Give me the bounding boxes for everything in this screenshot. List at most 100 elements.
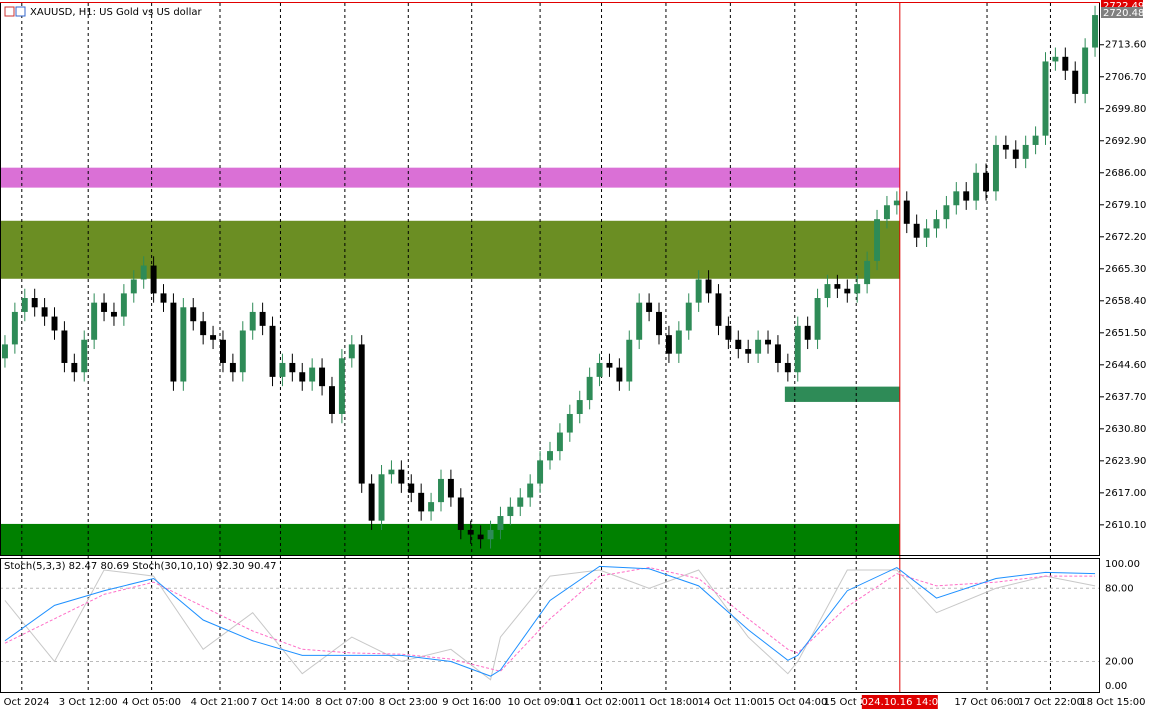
y-tick-label: 2665.30 <box>1105 264 1146 275</box>
candle-body <box>31 298 38 308</box>
candle-body <box>854 284 861 294</box>
candle-body <box>973 172 980 201</box>
candle-body <box>467 529 474 535</box>
x-tick-label: 14 Oct 11:00 <box>698 697 763 708</box>
candle-body <box>329 386 335 414</box>
candle-body <box>71 362 78 373</box>
candle-body <box>41 307 48 317</box>
stoch-title: Stoch(5,3,3) 82.47 80.69 Stoch(30,10,10)… <box>4 561 276 572</box>
chart-title: XAUUSD, H1: US Gold vs US dollar <box>30 7 202 18</box>
candle-body <box>1032 135 1039 145</box>
x-tick-label: 8 Oct 07:00 <box>315 697 374 708</box>
candle-body <box>180 307 187 382</box>
y-tick-label: 80.00 <box>1105 583 1134 594</box>
x-tick-label: 15 Oct 04:00 <box>762 697 827 708</box>
candle-body <box>378 474 385 521</box>
y-tick-label: 2617.00 <box>1105 488 1146 499</box>
candle-body <box>299 372 306 382</box>
candle-body <box>923 228 930 238</box>
candle-body <box>21 298 28 312</box>
stoch-frame <box>0 558 1100 693</box>
candle-body <box>120 293 127 317</box>
candle-body <box>487 529 494 540</box>
candle-body <box>190 307 197 322</box>
candle-body <box>874 219 880 261</box>
candle-body <box>695 279 702 303</box>
x-tick-label: 2 Oct 2024 <box>0 697 50 708</box>
stoch-line <box>4 567 1096 672</box>
candle-body <box>636 302 643 340</box>
candle-body <box>1092 15 1099 48</box>
price-label: 2722.49 <box>1103 1 1144 12</box>
y-tick-label: 2699.80 <box>1105 104 1146 115</box>
candle-body <box>804 325 811 340</box>
candle-body <box>229 362 236 373</box>
stoch-line <box>4 565 1096 677</box>
candle-body <box>665 335 672 354</box>
x-tick-label: 15 Oct 20:00 <box>824 697 889 708</box>
candle-body <box>556 432 563 452</box>
candle-body <box>1062 56 1069 71</box>
candle-body <box>943 205 950 220</box>
candle-body <box>507 506 514 517</box>
candle-body <box>547 451 553 461</box>
y-tick-label: 0.00 <box>1105 681 1127 692</box>
symbol-icon <box>4 6 26 17</box>
candle-body <box>447 478 454 498</box>
candle-body <box>517 497 524 507</box>
candle-body <box>91 302 98 340</box>
candle-body <box>408 483 415 493</box>
candle-body <box>249 311 256 331</box>
zone <box>0 523 900 555</box>
candle-body <box>210 335 217 340</box>
candle-body <box>656 311 662 336</box>
candle-body <box>239 330 246 373</box>
y-tick-label: 2651.50 <box>1105 328 1146 339</box>
x-tick-label: 8 Oct 23:00 <box>379 697 438 708</box>
candle-body <box>319 367 326 387</box>
candle-body <box>576 400 583 414</box>
candle-body <box>160 293 167 303</box>
candle-body <box>784 362 791 373</box>
x-tick-label: 10 Oct 09:00 <box>507 697 572 708</box>
candle-body <box>883 205 890 220</box>
candle-body <box>715 293 722 326</box>
candle-body <box>913 223 920 238</box>
y-tick-label: 2686.00 <box>1105 168 1146 179</box>
candle-body <box>725 325 732 340</box>
candle-body <box>428 502 435 512</box>
candle-body <box>834 284 841 289</box>
price-label: 2720.48 <box>1103 8 1144 19</box>
candle-body <box>477 534 484 540</box>
candle-body <box>745 349 752 354</box>
x-tick-label: 11 Oct 02:00 <box>569 697 634 708</box>
candle-body <box>963 191 970 201</box>
candle-body <box>1042 61 1049 136</box>
candle-body <box>289 362 296 373</box>
y-tick-label: 2630.80 <box>1105 424 1146 435</box>
candle-body <box>388 469 395 475</box>
candle-body <box>626 339 633 382</box>
y-tick-label: 2713.60 <box>1105 40 1146 51</box>
candle-body <box>457 497 464 530</box>
candle-body <box>438 478 444 503</box>
candle-body <box>765 339 771 345</box>
candle-body <box>11 311 18 345</box>
candle-body <box>646 302 653 312</box>
cursor-label-bg <box>861 695 938 709</box>
price-label-bg <box>1101 0 1143 11</box>
x-tick-label: 17 Oct 22:00 <box>1018 697 1083 708</box>
candle-body <box>1022 144 1029 159</box>
candle-body <box>269 325 276 377</box>
candle-body <box>200 321 207 336</box>
candle-body <box>566 413 573 433</box>
candle-body <box>824 284 831 299</box>
candle-body <box>992 144 999 192</box>
x-tick-label: 4 Oct 05:00 <box>122 697 181 708</box>
candle-body <box>348 344 355 359</box>
candle-body <box>606 362 613 368</box>
candle-body <box>220 339 226 363</box>
